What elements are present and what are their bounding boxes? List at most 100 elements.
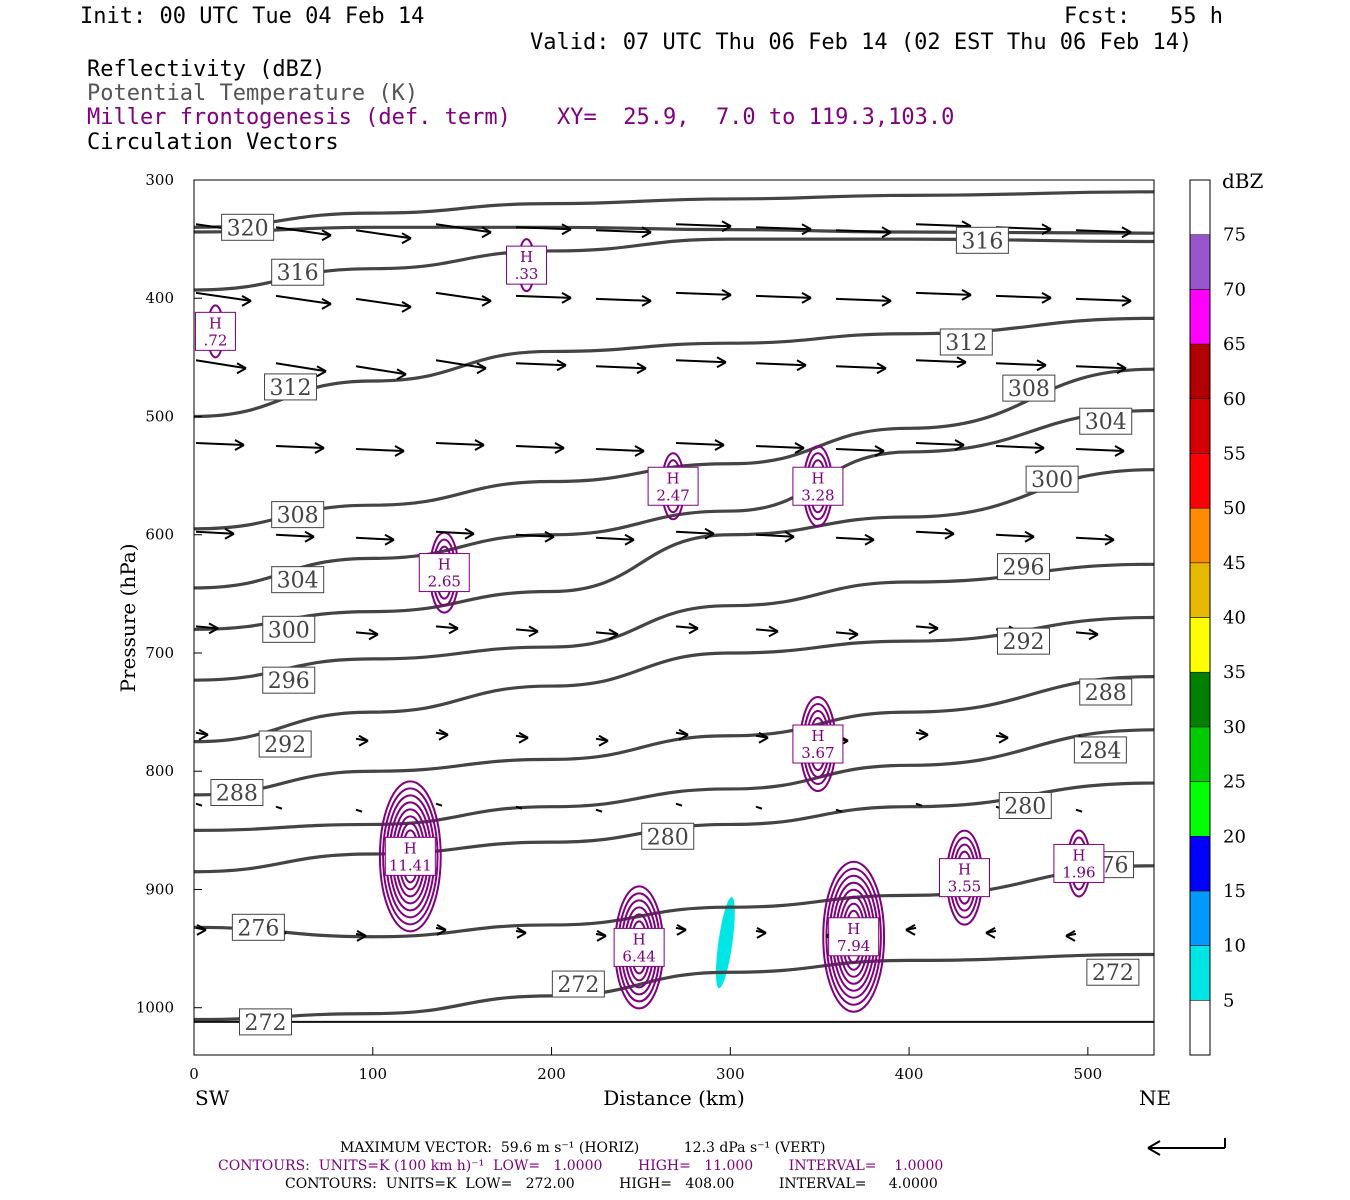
theta-contour-label: 316 — [277, 261, 319, 286]
theta-contour-line — [193, 864, 1155, 939]
circulation-vector-head — [224, 532, 235, 540]
frontogenesis-max-box — [792, 466, 844, 506]
frontogenesis-max-h: H — [438, 556, 451, 574]
init-time: Init: 00 UTC Tue 04 Feb 14 — [80, 4, 425, 29]
circulation-vector-head — [474, 439, 485, 446]
colorbar-segment — [1189, 890, 1211, 946]
circulation-vector — [195, 291, 252, 302]
theta-label-box — [996, 553, 1050, 581]
circulation-vector-head — [676, 923, 687, 931]
circulation-vector-head — [561, 292, 572, 299]
circulation-vector-head — [961, 220, 972, 228]
circulation-vector-head — [1104, 533, 1115, 541]
theta-contour-line — [193, 615, 1155, 744]
circulation-vector-head — [721, 220, 732, 228]
circulation-vector-head — [768, 630, 779, 638]
frontogenesis-max-box — [613, 927, 665, 967]
circulation-vector-head — [596, 934, 607, 942]
circulation-vector-head — [1041, 228, 1052, 236]
y-tick-label: 500 — [145, 407, 174, 425]
circulation-vector — [755, 226, 812, 231]
theta-label-box — [262, 666, 316, 694]
circulation-vector — [355, 229, 412, 240]
circulation-vector-head — [1114, 445, 1125, 452]
circulation-vector-head — [1116, 367, 1127, 375]
frontogenesis-max-box — [828, 917, 880, 957]
circulation-vector-head — [641, 231, 652, 239]
theta-contour-label: 308 — [277, 504, 319, 529]
circulation-vector-head — [1041, 292, 1052, 299]
frontogenesis-max-h: H — [811, 727, 824, 745]
y-tick-label: 400 — [145, 289, 174, 307]
dbz-colorbar: 75 70 65 60 55 50 45 40 35 30 25 20 15 10 5 — [1189, 179, 1246, 1056]
circulation-vector — [595, 536, 635, 541]
circulation-vector-head — [721, 289, 732, 296]
circulation-vector-head — [396, 373, 407, 381]
circulation-vector-head — [756, 931, 767, 939]
x-axis-label: Distance (km) — [603, 1086, 745, 1110]
circulation-vector-head — [716, 356, 727, 364]
circulation-vector-head — [758, 736, 769, 744]
theta-contour-line — [193, 408, 1155, 590]
circulation-vector — [675, 359, 727, 364]
reference-vector-arrow — [1147, 1138, 1226, 1156]
theta-label-box — [231, 913, 285, 941]
circulation-vector-head — [801, 228, 812, 236]
circulation-vector-head — [794, 442, 805, 449]
valid-time: Valid: 07 UTC Thu 06 Feb 14 (02 EST Thu … — [530, 30, 1193, 55]
circulation-vector-head — [1121, 295, 1132, 302]
frontogenesis-max-h: H — [209, 314, 222, 332]
circulation-vector — [995, 294, 1052, 299]
circulation-vector-head — [358, 734, 369, 742]
frontogenesis-max-h: H — [667, 469, 680, 487]
circulation-vector — [595, 808, 603, 813]
field-circulation-vectors: Circulation Vectors — [87, 130, 339, 155]
theta-contour-label: 280 — [1004, 795, 1046, 820]
theta-contour-label: 292 — [1002, 630, 1044, 655]
colorbar-segment — [1189, 398, 1211, 454]
circulation-vector-head — [516, 926, 527, 934]
theta-label-box — [221, 213, 275, 241]
circulation-vector-head — [954, 444, 965, 451]
theta-contour-label: 300 — [1031, 468, 1073, 493]
circulation-vector-head — [1065, 934, 1076, 942]
circulation-vector — [755, 294, 812, 299]
theta-contour-label: 320 — [227, 216, 269, 241]
theta-label-box — [1086, 958, 1140, 986]
circulation-vector-head — [874, 450, 885, 457]
max-vector-note: MAXIMUM VECTOR: 59.6 m s⁻¹ (HORIZ) 12.3 … — [340, 1140, 826, 1156]
x-tick-label: 100 — [358, 1065, 387, 1083]
circulation-vector-head — [918, 728, 929, 736]
circulation-vector-head — [518, 736, 529, 744]
circulation-vector-head — [556, 359, 567, 367]
circulation-vector-head — [321, 229, 332, 237]
circulation-vector-head — [641, 226, 652, 234]
circulation-vector-head — [208, 627, 219, 635]
circulation-vector-head — [796, 359, 807, 367]
circulation-vector-head — [598, 739, 609, 747]
theta-label-box — [551, 970, 605, 998]
circulation-vector — [515, 805, 523, 810]
theta-contour-label: 296 — [268, 669, 310, 694]
theta-contour-label: 292 — [264, 733, 306, 758]
circulation-vector-head — [944, 527, 955, 535]
circulation-vector-head — [608, 628, 619, 636]
frontogenesis-max-value: 3.28 — [801, 486, 834, 504]
y-tick-label: 800 — [145, 762, 174, 780]
circulation-vector-head — [641, 295, 652, 302]
circulation-vector-head — [561, 223, 572, 231]
circulation-vector — [355, 297, 412, 308]
x-tick-label: 300 — [716, 1065, 745, 1083]
circulation-vector-head — [634, 445, 645, 452]
theta-contour-line — [193, 468, 1155, 631]
theta-label-box — [239, 1008, 293, 1036]
colorbar-segment — [1189, 836, 1211, 892]
circulation-vector-head — [634, 450, 645, 457]
frontogenesis-max-box — [939, 858, 991, 898]
circulation-vector-head — [1034, 447, 1045, 454]
theta-contour-label: 304 — [277, 569, 319, 594]
theta-contour-label: 312 — [270, 376, 312, 401]
circulation-vector-head — [928, 622, 939, 630]
frontogenesis-max-value: 2.65 — [428, 573, 461, 591]
